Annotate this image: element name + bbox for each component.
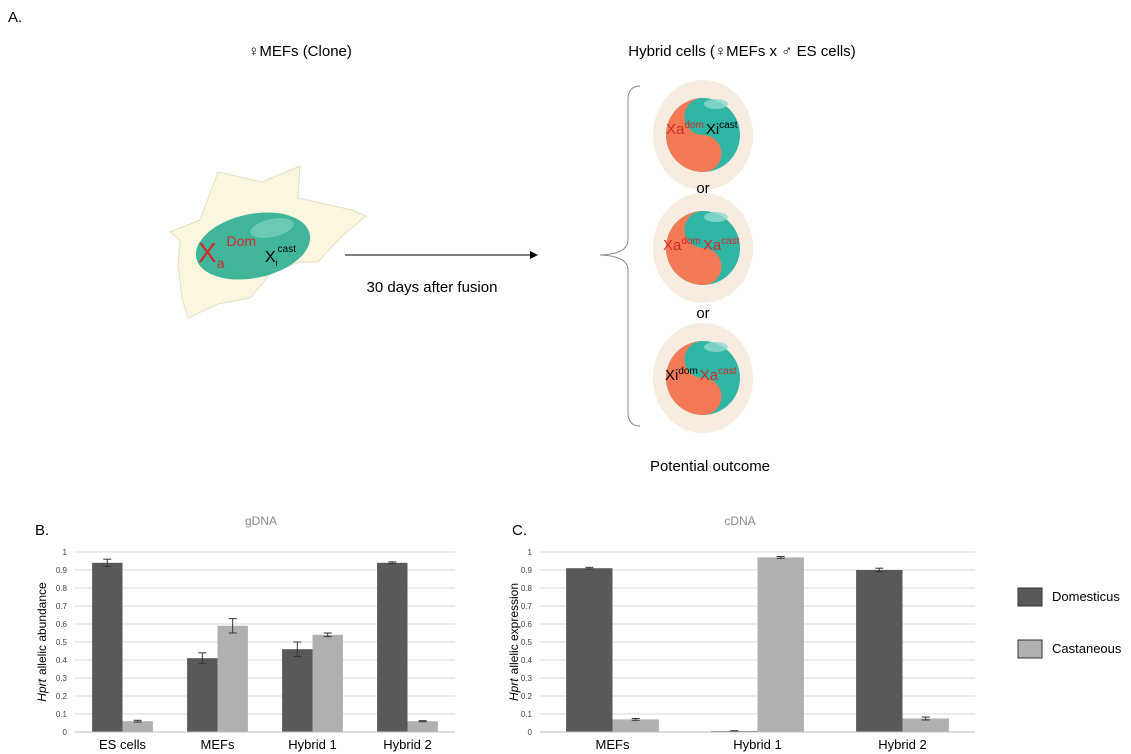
y-tick-label: 0.7	[521, 602, 533, 611]
bar	[92, 563, 122, 732]
bar	[758, 557, 804, 732]
y-tick-label: 0.4	[56, 656, 68, 665]
legend-label: Castaneous	[1052, 641, 1122, 656]
error-bar	[585, 567, 593, 569]
x-tick-label: Hybrid 1	[288, 737, 336, 752]
arrow-head	[530, 251, 538, 259]
y-tick-label: 0.3	[521, 674, 533, 683]
error-bar	[730, 731, 738, 732]
y-tick-label: 0.1	[56, 710, 68, 719]
y-tick-label: 0.5	[56, 638, 68, 647]
bar	[377, 563, 407, 732]
bar	[613, 719, 659, 732]
x-tick-label: MEFs	[201, 737, 235, 752]
y-axis-label: Hprt allelic expression	[507, 583, 521, 701]
y-tick-label: 1	[528, 548, 533, 557]
panel-label: A.	[8, 9, 22, 26]
x-tick-label: Hybrid 2	[383, 737, 431, 752]
arrow-label: 30 days after fusion	[367, 279, 498, 296]
bar	[187, 658, 217, 732]
legend-swatch	[1018, 588, 1042, 606]
y-axis-label: Hprt allelic abundance	[35, 582, 49, 702]
bar	[282, 649, 312, 732]
y-tick-label: 0.8	[521, 584, 533, 593]
legend-label: Domesticus	[1052, 589, 1120, 604]
bar	[218, 626, 248, 732]
y-tick-label: 0.6	[56, 620, 68, 629]
chart-title: cDNA	[724, 514, 755, 528]
y-axis-label-text: allelic expression	[507, 583, 521, 674]
bracket	[600, 86, 640, 426]
bar	[313, 635, 343, 732]
y-tick-label: 0.8	[56, 584, 68, 593]
or-label: or	[696, 305, 709, 322]
chart-title: gDNA	[245, 514, 277, 528]
panel-label: C.	[512, 522, 527, 539]
y-axis-label-text: allelic abundance	[35, 582, 49, 675]
bar	[856, 570, 902, 732]
y-tick-label: 0	[63, 728, 68, 737]
y-axis-label-italic: Hprt	[507, 678, 521, 701]
y-tick-label: 0.5	[521, 638, 533, 647]
y-tick-label: 1	[63, 548, 68, 557]
x-tick-label: ES cells	[99, 737, 146, 752]
bar	[408, 721, 438, 732]
x-tick-label: MEFs	[596, 737, 630, 752]
error-bar	[419, 721, 427, 722]
left-heading: ♀MEFs (Clone)	[248, 43, 352, 60]
bar	[903, 719, 949, 733]
y-tick-label: 0	[528, 728, 533, 737]
y-tick-label: 0.2	[56, 692, 68, 701]
bar	[566, 568, 612, 732]
y-tick-label: 0.4	[521, 656, 533, 665]
x-tick-label: Hybrid 1	[733, 737, 781, 752]
x-tick-label: Hybrid 2	[878, 737, 926, 752]
y-tick-label: 0.3	[56, 674, 68, 683]
bar	[123, 721, 153, 732]
y-tick-label: 0.6	[521, 620, 533, 629]
legend-swatch	[1018, 640, 1042, 658]
error-bar	[134, 720, 142, 722]
y-tick-label: 0.2	[521, 692, 533, 701]
y-axis-label-italic: Hprt	[35, 678, 49, 701]
y-tick-label: 0.7	[56, 602, 68, 611]
figure: A. ♀MEFs (Clone) Hybrid cells (♀MEFs x ♂…	[0, 0, 1131, 754]
y-tick-label: 0.9	[56, 566, 68, 575]
outcome-caption: Potential outcome	[650, 458, 770, 475]
panel-label: B.	[35, 522, 49, 539]
right-heading: Hybrid cells (♀MEFs x ♂ ES cells)	[628, 43, 856, 60]
y-tick-label: 0.9	[521, 566, 533, 575]
y-tick-label: 0.1	[521, 710, 533, 719]
